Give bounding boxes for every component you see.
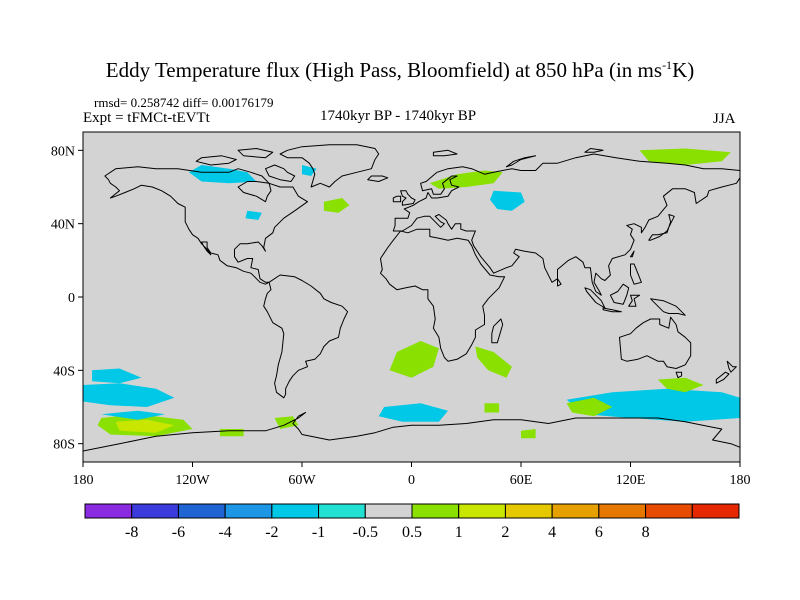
period-label: 1740kyr BP - 1740kyr BP bbox=[320, 108, 477, 124]
lon-tick-label: 60W bbox=[288, 473, 316, 488]
colorbar-swatch bbox=[598, 503, 647, 519]
anomaly-canada-neg bbox=[188, 165, 257, 184]
coast-sri-lanka bbox=[557, 278, 562, 287]
colorbar-swatch bbox=[131, 503, 179, 519]
colorbar-label: -8 bbox=[125, 524, 138, 541]
colorbar-swatch bbox=[504, 503, 553, 519]
plot-title: Eddy Temperature flux (High Pass, Bloomf… bbox=[105, 58, 695, 82]
colorbar-swatch bbox=[691, 503, 740, 519]
colorbar-swatch bbox=[271, 503, 320, 519]
latitude-ticks: 80N 40N 0 40S 80S bbox=[51, 144, 83, 453]
anomaly-weddell-neg bbox=[378, 403, 448, 422]
anomaly-s-pacific-neg bbox=[83, 383, 175, 407]
coast-nz-north bbox=[726, 360, 737, 373]
anomaly-europe-pos bbox=[429, 170, 503, 189]
anomaly-ross-sea-core bbox=[115, 419, 175, 433]
coast-madagascar bbox=[491, 318, 504, 344]
longitude-ticks: 180 120W 60W 0 60E 120E 180 bbox=[73, 462, 751, 488]
anomaly-se-pacific-neg bbox=[92, 368, 142, 384]
colorbar-label: 1 bbox=[455, 524, 463, 541]
anomaly-drake-pos bbox=[219, 429, 244, 437]
experiment-label: Expt = tFMCt-tEVTt bbox=[83, 110, 210, 126]
lon-tick-label: 120E bbox=[616, 473, 646, 488]
anomaly-s-ocean-120e-neg bbox=[566, 388, 740, 422]
coast-svalbard bbox=[432, 149, 458, 157]
anomaly-s-indian-pos bbox=[475, 346, 512, 378]
colorbar-swatch bbox=[84, 503, 133, 519]
lon-tick-label: 120W bbox=[175, 473, 210, 488]
coast-novaya-zemlya bbox=[505, 155, 537, 168]
colorbar-swatch bbox=[411, 503, 460, 519]
colorbar-label: 8 bbox=[642, 524, 650, 541]
coast-australia bbox=[619, 316, 692, 369]
coast-arctic-islands-1 bbox=[195, 155, 237, 166]
coast-north-america bbox=[104, 166, 308, 285]
colorbar-label: -2 bbox=[265, 524, 278, 541]
lat-tick-label: 40S bbox=[53, 364, 75, 379]
coast-philippines bbox=[630, 263, 642, 285]
colorbar-label: -0.5 bbox=[353, 524, 378, 541]
colorbar-label: 4 bbox=[548, 524, 556, 541]
coast-south-america bbox=[263, 274, 349, 399]
season-label: JJA bbox=[713, 111, 736, 127]
colorbar-label: 2 bbox=[501, 524, 509, 541]
anomaly-layer bbox=[83, 148, 740, 439]
coast-borneo bbox=[609, 283, 630, 305]
anomaly-s-indian-small-pos bbox=[484, 403, 500, 413]
coastline-layer bbox=[83, 144, 740, 452]
lat-tick-label: 80S bbox=[53, 438, 75, 453]
anomaly-s-atlantic-pos bbox=[389, 341, 439, 378]
coast-java bbox=[602, 307, 622, 313]
coast-new-guinea bbox=[650, 298, 686, 316]
anomaly-russia-neg bbox=[490, 190, 525, 211]
colorbar-label: 0.5 bbox=[402, 524, 422, 541]
colorbar-label: -4 bbox=[218, 524, 231, 541]
coast-europe-asia bbox=[392, 153, 740, 296]
lat-tick-label: 40N bbox=[51, 218, 75, 233]
lon-tick-label: 0 bbox=[408, 473, 415, 488]
colorbar: -8 -6 -4 -2 -1 -0.5 0.5 1 2 4 6 8 bbox=[84, 503, 740, 541]
coast-tasmania bbox=[675, 371, 683, 379]
anomaly-greenland-neg bbox=[302, 165, 317, 176]
coast-iceland bbox=[367, 175, 389, 182]
coast-britain bbox=[400, 190, 416, 206]
coast-baffin bbox=[265, 164, 296, 182]
anomaly-n-atlantic-pos bbox=[323, 198, 350, 213]
coast-ireland bbox=[392, 195, 402, 203]
colorbar-swatch bbox=[224, 503, 273, 519]
coast-taiwan bbox=[630, 250, 635, 258]
colorbar-swatch bbox=[364, 503, 413, 519]
anomaly-great-lakes-neg bbox=[245, 210, 262, 220]
anomaly-e-antarctic-pos bbox=[521, 429, 536, 439]
stats-label: rmsd= 0.258742 diff= 0.00176179 bbox=[94, 95, 274, 110]
coast-japan bbox=[648, 214, 675, 241]
coast-greenland bbox=[279, 144, 380, 188]
colorbar-label: -1 bbox=[312, 524, 325, 541]
coast-africa bbox=[380, 228, 506, 362]
anomaly-s-ocean-150e-pos bbox=[657, 377, 704, 393]
lon-tick-label: 60E bbox=[510, 473, 533, 488]
coast-severnaya bbox=[584, 148, 604, 153]
colorbar-swatch bbox=[458, 503, 506, 519]
colorbar-swatch bbox=[645, 503, 693, 519]
anomaly-siberia-pos bbox=[639, 148, 731, 165]
coast-antarctica bbox=[83, 412, 740, 452]
lon-tick-label: 180 bbox=[730, 473, 751, 488]
colorbar-label: -6 bbox=[172, 524, 185, 541]
anomaly-amundsen-neg bbox=[101, 410, 166, 420]
lon-tick-label: 180 bbox=[73, 473, 94, 488]
coast-arctic-islands-2 bbox=[237, 148, 274, 159]
colorbar-swatch bbox=[318, 503, 366, 519]
colorbar-swatch bbox=[177, 503, 226, 519]
lat-tick-label: 80N bbox=[51, 144, 75, 159]
colorbar-swatch bbox=[551, 503, 600, 519]
coast-nz-south bbox=[715, 371, 730, 384]
colorbar-label: 6 bbox=[595, 524, 603, 541]
coast-hudson-bay bbox=[237, 181, 272, 203]
lat-tick-label: 0 bbox=[68, 291, 75, 306]
anomaly-s-ocean-100e-pos bbox=[566, 397, 613, 417]
coast-sulawesi bbox=[628, 294, 641, 307]
